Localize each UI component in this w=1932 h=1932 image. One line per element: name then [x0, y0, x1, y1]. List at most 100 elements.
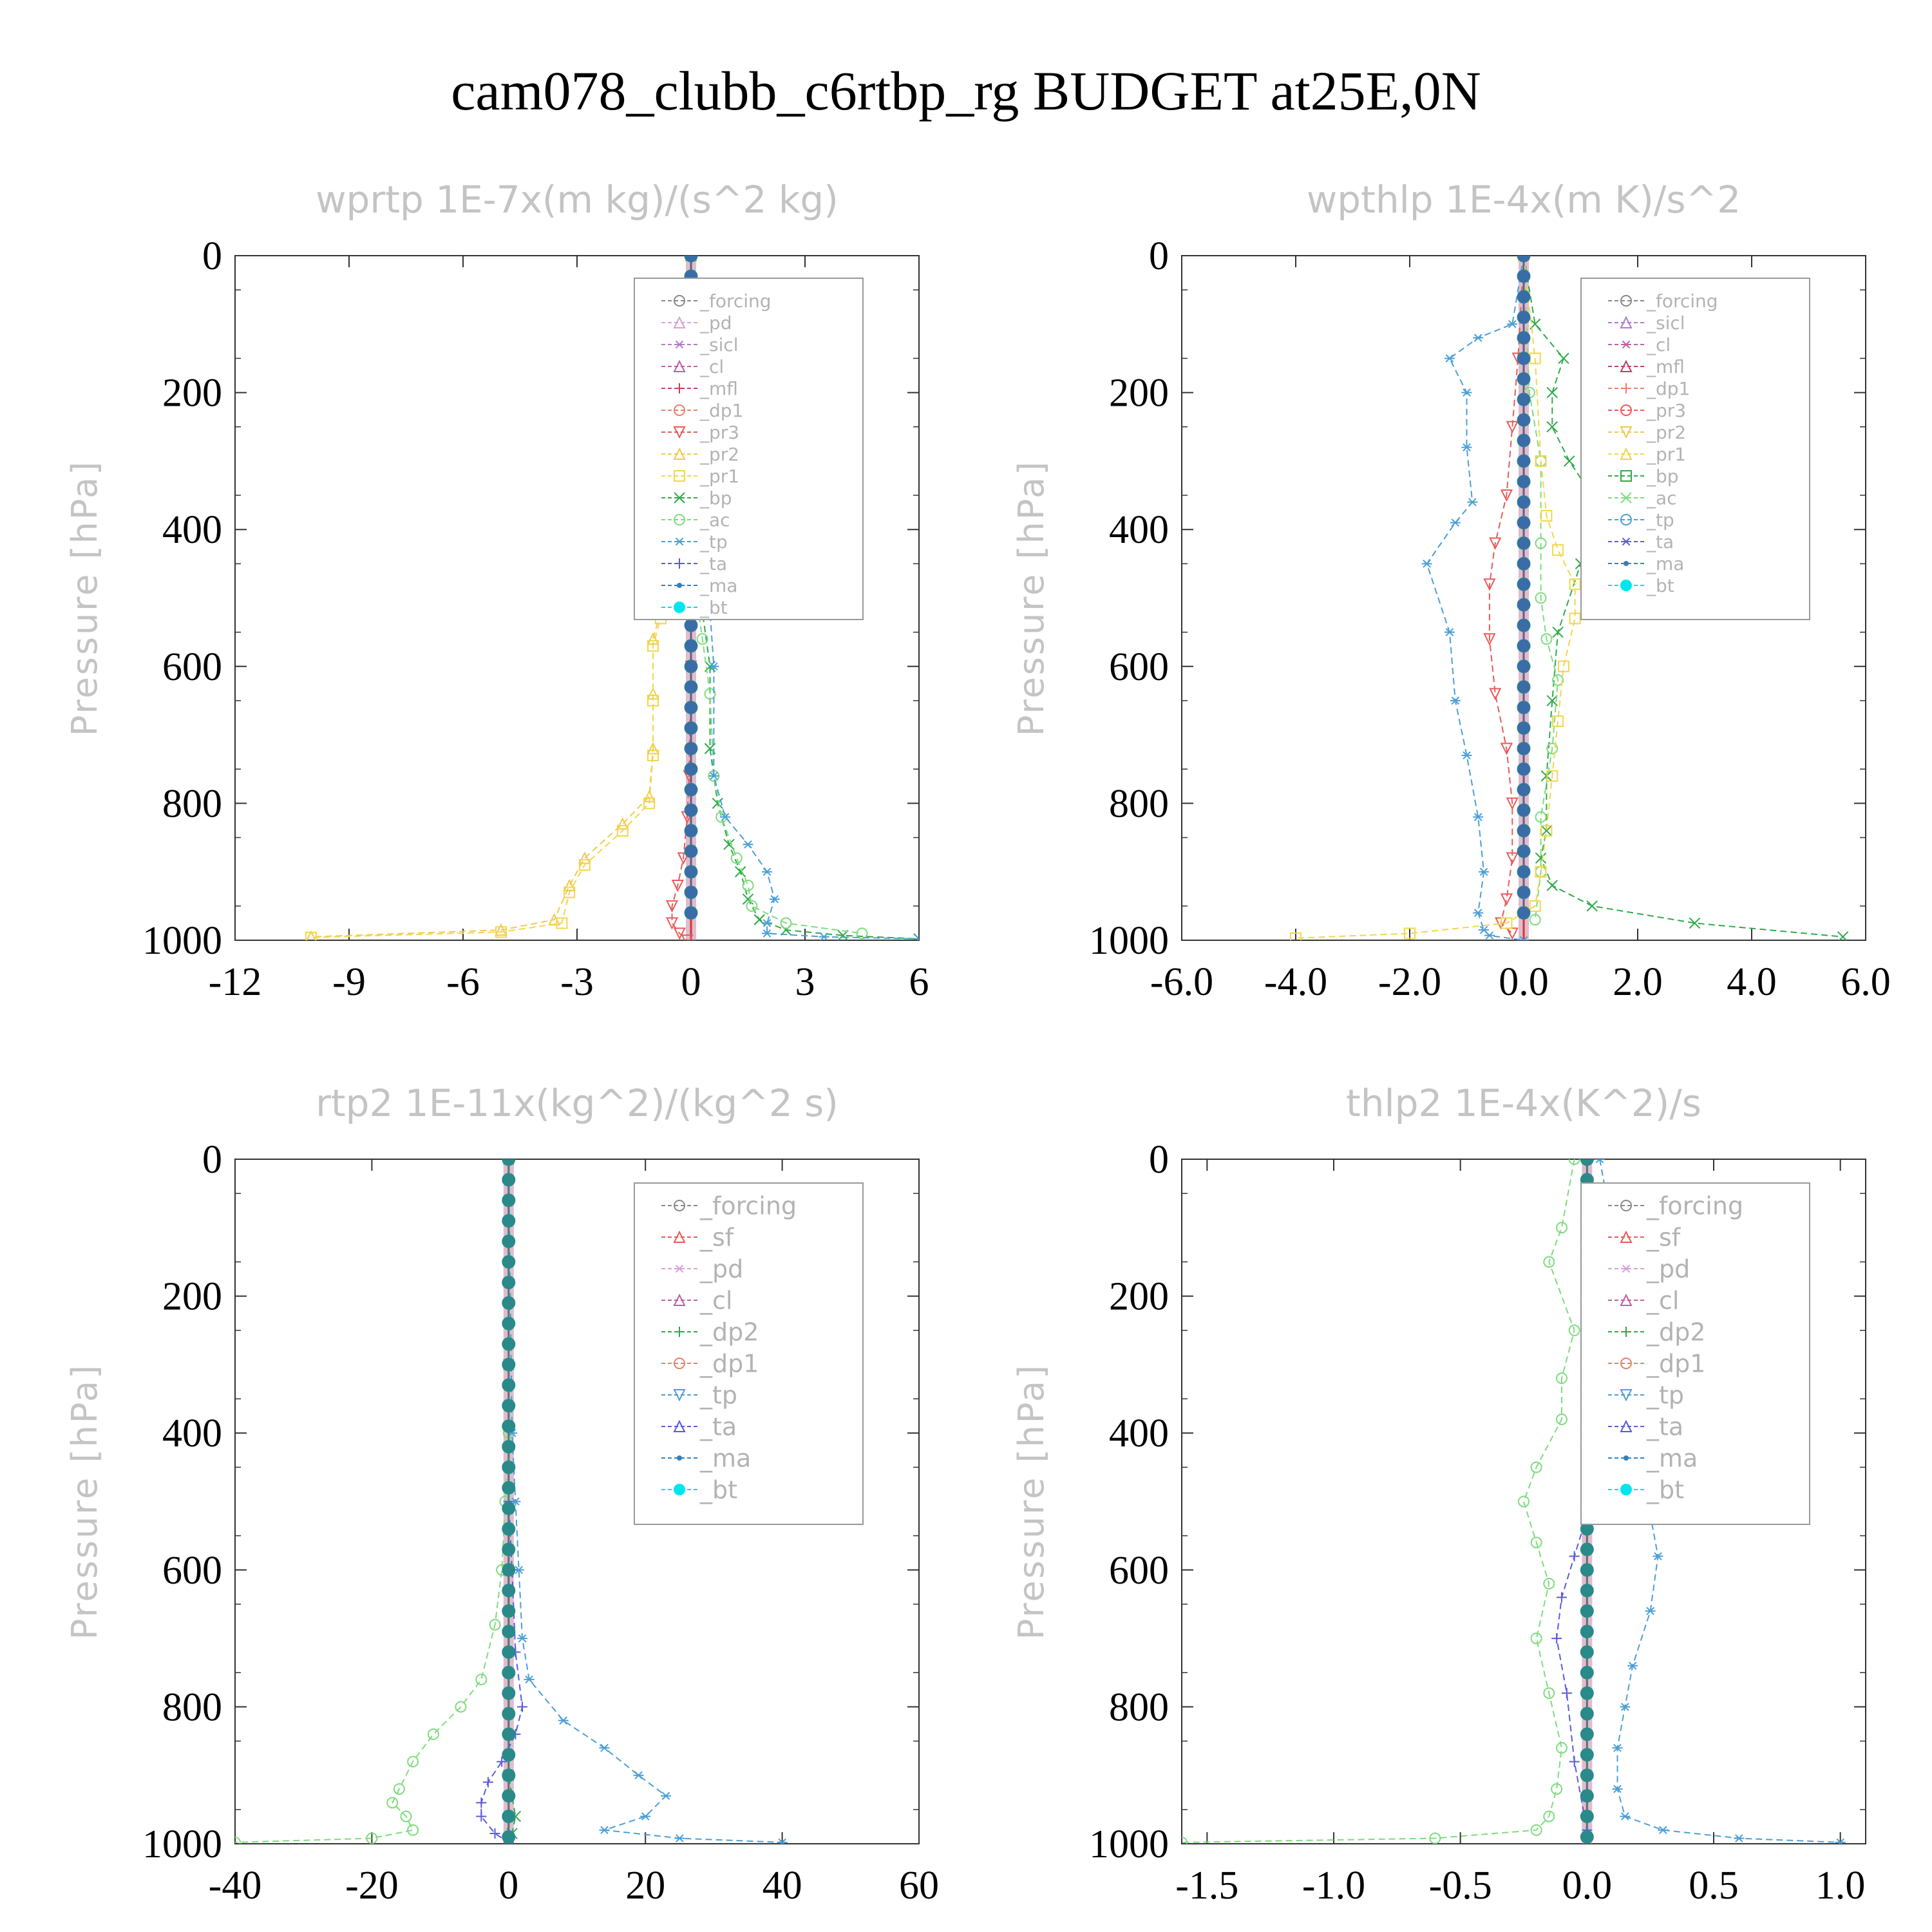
square-marker	[616, 824, 629, 837]
x-tick-label: 0	[498, 1864, 518, 1908]
legend-label: _sicl	[699, 334, 739, 355]
marker	[677, 583, 682, 588]
asterisk-marker	[1645, 1607, 1656, 1615]
circle-marker	[1556, 1742, 1567, 1754]
triangle-marker	[673, 1419, 686, 1432]
circle-marker	[674, 295, 685, 307]
figure-title: cam078_clubb_c6rtbp_rg BUDGET at25E,0N	[451, 60, 1481, 122]
circle-marker	[1551, 1783, 1563, 1795]
circle-marker	[1620, 404, 1632, 416]
plot-frame	[234, 1159, 920, 1844]
asterisk-marker	[1507, 319, 1518, 328]
square-marker	[1620, 470, 1632, 482]
dot-marker	[684, 762, 698, 776]
series-dp1	[1182, 1159, 1580, 1844]
dot-marker	[502, 1296, 516, 1310]
x-tick-label: 6.0	[1841, 960, 1891, 1004]
legend-label: _dp2	[1646, 1318, 1705, 1346]
circle-marker	[704, 688, 716, 700]
dot-marker	[684, 639, 698, 653]
dot-marker	[1580, 1159, 1594, 1166]
dot-marker	[1517, 721, 1531, 735]
x-tick-label: 0.5	[1689, 1864, 1739, 1908]
asterisk-marker	[1484, 931, 1495, 940]
x-tick-label: -0.5	[1429, 1864, 1492, 1908]
circle-marker	[856, 927, 868, 940]
x-tick-label: -20	[345, 1864, 399, 1908]
dot-marker	[502, 1255, 516, 1269]
triangle-down-marker	[1483, 633, 1496, 646]
dot-marker	[1580, 1727, 1594, 1741]
triangle-marker	[1620, 1293, 1633, 1306]
legend-marker	[674, 601, 685, 613]
legend-marker	[1620, 580, 1632, 591]
circle-marker	[674, 1358, 685, 1369]
square-marker	[1569, 578, 1581, 591]
dot-marker	[684, 701, 698, 715]
circle-marker	[1620, 295, 1632, 307]
asterisk-marker	[1627, 1662, 1638, 1670]
dot-marker	[1517, 639, 1531, 653]
circle-marker	[1543, 1687, 1555, 1700]
legend-label: _pr2	[699, 444, 739, 465]
dot-marker	[1517, 392, 1531, 406]
asterisk-marker	[819, 933, 829, 940]
square-marker	[1404, 927, 1416, 940]
x-marker	[1586, 900, 1598, 912]
circle-marker	[1530, 1824, 1542, 1836]
square-marker	[1557, 660, 1569, 672]
asterisk-marker	[1444, 354, 1455, 363]
dot-marker	[1517, 256, 1531, 263]
plus-marker	[1561, 1688, 1572, 1699]
circle-marker	[1620, 1200, 1632, 1211]
dot-marker	[1517, 905, 1531, 920]
x-marker	[1552, 626, 1564, 638]
legend-label: _ma	[699, 1444, 751, 1472]
circle-marker	[1535, 537, 1547, 549]
circle-marker	[1529, 914, 1541, 926]
series-line	[507, 1159, 782, 1843]
y-tick-label: 800	[1109, 782, 1169, 826]
legend-label: _mfl	[1646, 356, 1685, 377]
circle-marker	[1530, 1537, 1542, 1549]
legend-label: _dp1	[699, 400, 743, 421]
series-dp1	[235, 1159, 515, 1844]
dot-marker	[1517, 762, 1531, 776]
triangle-marker	[1620, 447, 1633, 460]
dot-marker	[502, 1460, 516, 1474]
triangle-down-marker	[673, 1389, 686, 1402]
asterisk-marker	[1450, 518, 1461, 527]
triangle-down-marker	[1620, 1389, 1633, 1402]
square-marker	[1552, 544, 1564, 556]
circle-marker	[674, 514, 685, 526]
plus-marker	[674, 383, 685, 393]
x-tick-label: 0.0	[1499, 960, 1549, 1004]
dot-marker	[1517, 516, 1531, 530]
circle-marker	[1530, 1633, 1542, 1645]
asterisk-marker	[1473, 813, 1484, 821]
asterisk-marker	[1734, 1834, 1745, 1842]
dot-marker	[502, 1686, 516, 1700]
dot-marker	[1517, 290, 1531, 304]
x-marker	[723, 838, 735, 850]
plus-marker	[1621, 383, 1631, 393]
dot-marker	[1517, 413, 1531, 427]
dot-marker	[502, 1419, 516, 1434]
dot-marker	[502, 1604, 516, 1618]
dot-marker	[1580, 1665, 1594, 1680]
square-marker	[495, 926, 507, 938]
dot-marker	[502, 1624, 516, 1638]
legend-label: _bp	[1646, 466, 1679, 487]
dot-marker	[684, 803, 698, 817]
legend-label: _forcing	[1646, 1191, 1743, 1220]
asterisk-marker	[674, 537, 685, 546]
x-marker	[1837, 931, 1849, 940]
plus-marker	[1551, 1633, 1562, 1644]
dot-marker	[502, 1316, 516, 1331]
asterisk-marker	[640, 1812, 651, 1821]
y-tick-label: 0	[202, 234, 222, 278]
square-marker	[305, 931, 317, 940]
legend-label: _tp	[699, 531, 728, 553]
y-tick-label: 800	[162, 1685, 222, 1729]
plus-marker	[497, 1756, 507, 1767]
